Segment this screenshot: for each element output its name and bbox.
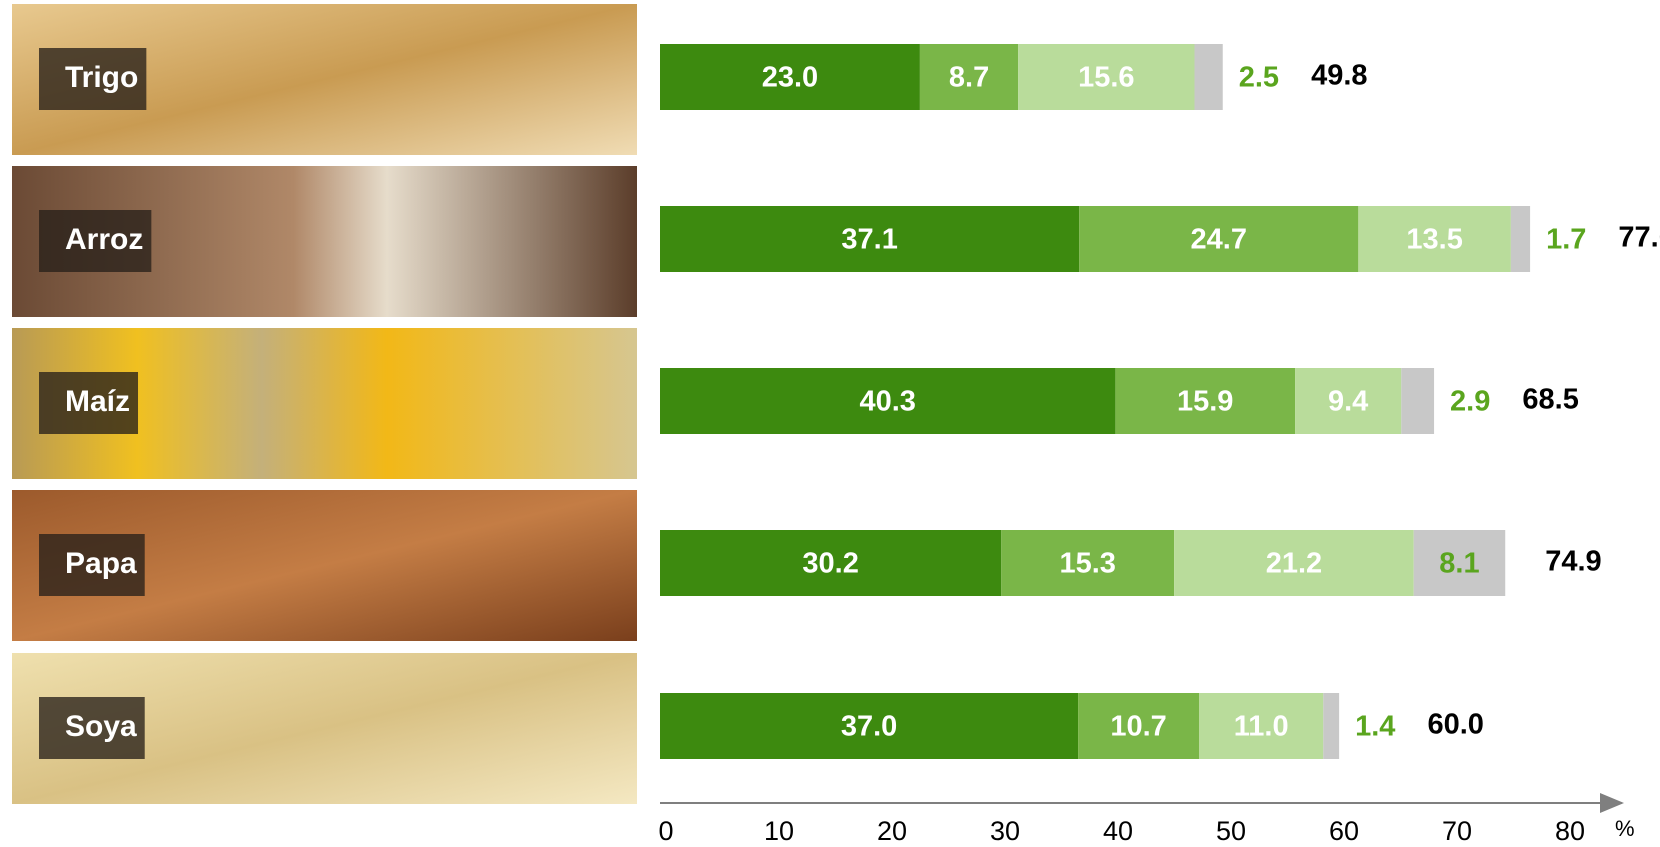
value-label: 30.2 bbox=[802, 548, 858, 580]
bar-segment bbox=[1115, 368, 1296, 434]
category-label: Papa bbox=[65, 547, 137, 580]
label-box bbox=[39, 210, 152, 272]
bar-segment bbox=[1194, 44, 1223, 110]
total-label: 68.5 bbox=[1522, 384, 1578, 416]
value-label: 9.4 bbox=[1328, 386, 1368, 418]
x-unit: % bbox=[1615, 816, 1635, 841]
x-tick-label: 40 bbox=[1103, 816, 1133, 846]
bar-segment bbox=[1413, 530, 1506, 596]
value-label: 13.5 bbox=[1406, 224, 1462, 256]
value-label: 8.1 bbox=[1439, 548, 1479, 580]
bar-segment bbox=[1401, 368, 1435, 434]
value-label: 15.9 bbox=[1177, 386, 1233, 418]
value-label: 1.4 bbox=[1355, 711, 1395, 743]
bar-segment bbox=[660, 530, 1002, 596]
x-tick-label: 70 bbox=[1442, 816, 1472, 846]
label-box bbox=[39, 697, 145, 759]
value-label: 1.7 bbox=[1546, 224, 1586, 256]
category-label: Soya bbox=[65, 710, 137, 743]
bar-segment bbox=[660, 693, 1079, 759]
value-label: 15.6 bbox=[1078, 62, 1134, 94]
category-label: Arroz bbox=[65, 223, 143, 256]
bar-segment bbox=[1018, 44, 1195, 110]
total-label: 77.0 bbox=[1618, 222, 1660, 254]
value-label: 23.0 bbox=[762, 62, 818, 94]
value-label: 24.7 bbox=[1191, 224, 1247, 256]
bar-segment bbox=[660, 44, 920, 110]
x-tick-label: 50 bbox=[1216, 816, 1246, 846]
bar-segment bbox=[1323, 693, 1340, 759]
value-label: 8.7 bbox=[949, 62, 989, 94]
bar-segment bbox=[1295, 368, 1402, 434]
value-label: 40.3 bbox=[859, 386, 915, 418]
value-label: 2.5 bbox=[1239, 62, 1279, 94]
value-label: 21.2 bbox=[1266, 548, 1322, 580]
bar-segment bbox=[919, 44, 1019, 110]
total-label: 49.8 bbox=[1311, 60, 1367, 92]
value-label: 10.7 bbox=[1110, 711, 1166, 743]
x-tick-label: 10 bbox=[764, 816, 794, 846]
category-label: Maíz bbox=[65, 385, 130, 418]
value-label: 37.1 bbox=[841, 224, 897, 256]
bar-segment bbox=[1510, 206, 1531, 272]
total-label: 74.9 bbox=[1545, 546, 1601, 578]
bar-segment bbox=[660, 368, 1116, 434]
value-label: 11.0 bbox=[1234, 711, 1289, 743]
bar-segment bbox=[660, 206, 1080, 272]
label-box bbox=[39, 48, 147, 110]
value-label: 37.0 bbox=[841, 711, 897, 743]
x-tick-label: 60 bbox=[1329, 816, 1359, 846]
value-label: 15.3 bbox=[1059, 548, 1115, 580]
value-label: 2.9 bbox=[1450, 386, 1490, 418]
bar-segment bbox=[1001, 530, 1175, 596]
x-tick-label: 80 bbox=[1555, 816, 1585, 846]
label-box bbox=[39, 534, 145, 596]
x-tick-label: 30 bbox=[990, 816, 1020, 846]
bar-segment bbox=[1079, 206, 1359, 272]
bar-segment bbox=[1358, 206, 1511, 272]
x-tick-label: 20 bbox=[877, 816, 907, 846]
total-label: 60.0 bbox=[1427, 709, 1483, 741]
label-box bbox=[39, 372, 139, 434]
category-label: Trigo bbox=[65, 61, 138, 94]
bar-segment bbox=[1199, 693, 1324, 759]
bar-segment bbox=[1078, 693, 1200, 759]
x-tick-label: 0 bbox=[658, 816, 673, 846]
bar-segment bbox=[1174, 530, 1414, 596]
